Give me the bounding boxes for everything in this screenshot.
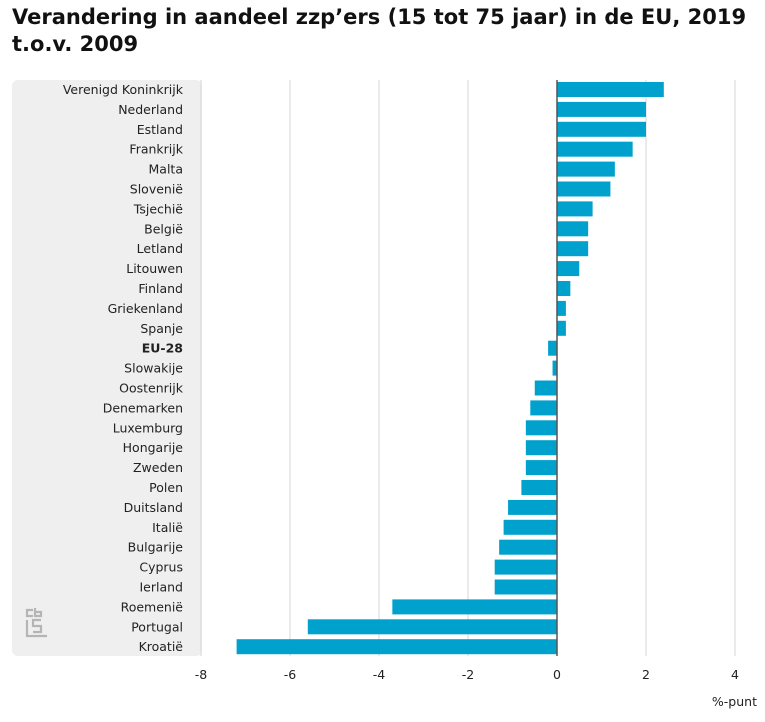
category-label: Letland xyxy=(137,241,183,256)
x-axis-unit-label: %-punt xyxy=(712,694,757,709)
bar xyxy=(557,241,589,257)
bar xyxy=(236,639,557,655)
category-label: Polen xyxy=(149,480,183,495)
cbs-logo-icon xyxy=(25,608,47,638)
category-label: Oostenrijk xyxy=(119,381,184,396)
category-label: Roemenië xyxy=(121,599,184,614)
category-label: Finland xyxy=(138,281,183,296)
category-label: Verenigd Koninkrijk xyxy=(63,82,184,97)
x-tick-label: 4 xyxy=(731,667,739,682)
category-label: Luxemburg xyxy=(113,420,183,435)
bar xyxy=(525,440,557,456)
x-tick-label: 0 xyxy=(553,667,561,682)
category-label: Litouwen xyxy=(126,261,183,276)
category-label: Duitsland xyxy=(124,500,183,515)
bar xyxy=(557,261,580,277)
bar xyxy=(534,380,557,396)
x-tick-label: -6 xyxy=(284,667,297,682)
bar xyxy=(557,141,633,157)
chart-title-line-1: Verandering in aandeel zzp’ers (15 tot 7… xyxy=(12,5,747,29)
bar xyxy=(557,201,593,217)
category-label: Portugal xyxy=(131,619,183,634)
bar xyxy=(552,360,557,376)
bar xyxy=(557,281,571,296)
category-label: Estland xyxy=(137,122,183,137)
bar xyxy=(499,539,557,555)
category-label: Italië xyxy=(152,520,183,535)
category-label: Denemarken xyxy=(103,400,183,415)
bar xyxy=(307,619,557,635)
chart-title: Verandering in aandeel zzp’ers (15 tot 7… xyxy=(12,4,752,58)
category-label: Kroatië xyxy=(139,639,184,654)
bar xyxy=(557,121,646,137)
bar xyxy=(557,300,566,316)
bar xyxy=(530,400,557,416)
category-label: Slovenië xyxy=(130,182,184,197)
bar xyxy=(557,181,611,197)
bar xyxy=(557,101,646,117)
bar xyxy=(557,221,589,237)
bar xyxy=(508,499,557,515)
label-panel xyxy=(12,80,202,656)
bar xyxy=(521,480,557,495)
bar xyxy=(494,559,557,575)
bar xyxy=(548,340,557,356)
category-label: Frankrijk xyxy=(129,142,183,157)
x-tick-label: -2 xyxy=(462,667,474,682)
bar xyxy=(557,161,615,177)
bar xyxy=(392,599,557,615)
category-label: Slowakije xyxy=(124,361,183,376)
category-label: Tsjechië xyxy=(133,201,184,216)
x-tick-label: -8 xyxy=(195,667,208,682)
category-label: Hongarije xyxy=(123,440,184,455)
category-label: EU-28 xyxy=(142,341,183,356)
x-tick-label: 2 xyxy=(642,667,650,682)
category-label: Spanje xyxy=(140,321,183,336)
x-tick-label: -4 xyxy=(373,667,386,682)
category-label: Ierland xyxy=(139,580,183,595)
category-label: Cyprus xyxy=(139,560,183,575)
category-label: Malta xyxy=(149,162,183,177)
bar xyxy=(525,460,557,476)
bar xyxy=(494,579,557,595)
bar xyxy=(557,320,566,336)
category-label: Griekenland xyxy=(108,301,183,316)
chart-title-line-2: t.o.v. 2009 xyxy=(12,32,139,56)
category-label: Bulgarije xyxy=(128,540,184,555)
bar xyxy=(525,420,557,436)
bar xyxy=(503,519,557,535)
category-label: België xyxy=(144,221,183,236)
category-label: Zweden xyxy=(133,460,183,475)
bar xyxy=(557,82,664,97)
category-label: Nederland xyxy=(118,102,183,117)
